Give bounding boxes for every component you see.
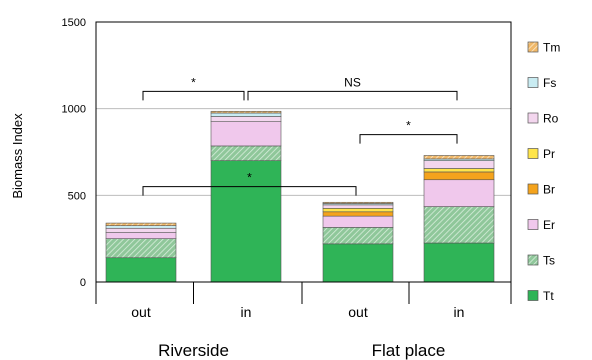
bar-segment-ro — [105, 227, 177, 233]
group-label: Riverside — [158, 341, 229, 360]
bar-segment-br — [322, 211, 394, 217]
legend-label: Tm — [543, 41, 560, 55]
bar-segment-br — [423, 171, 495, 181]
bar-segment-ro — [423, 160, 495, 169]
bar-segment-tt — [105, 257, 177, 283]
legend-label: Ts — [543, 254, 555, 268]
legend-swatch — [527, 148, 539, 159]
bar-segment-er — [423, 179, 495, 207]
legend-label: Pr — [543, 147, 555, 161]
bar-segment-ts — [105, 238, 177, 259]
bar-segment-er — [105, 232, 177, 239]
y-tick-label: 1000 — [62, 104, 86, 116]
legend: Tm Fs Ro Pr Br Er Ts Tt — [527, 41, 560, 303]
x-category-labels: out in out in — [95, 282, 512, 320]
x-tick-label: out — [348, 304, 368, 320]
significance-brackets: * NS * * — [142, 75, 458, 196]
legend-swatch — [527, 41, 539, 53]
bar-segment-er — [322, 215, 394, 228]
legend-label: Br — [543, 183, 555, 197]
y-tick-labels: 0 500 1000 1500 — [62, 17, 86, 289]
bar-segment-tm — [210, 110, 282, 114]
bar-segment-ro — [210, 116, 282, 122]
bar-segment-fs — [105, 225, 177, 229]
legend-swatch — [527, 77, 539, 88]
y-tick-label: 1500 — [62, 17, 86, 29]
significance-label: * — [406, 119, 411, 133]
bar-segment-pr — [322, 208, 394, 213]
bar-segment-fs — [210, 112, 282, 117]
bar-segment-tm — [322, 201, 394, 204]
legend-label: Ro — [543, 112, 559, 126]
y-tick-label: 0 — [80, 277, 86, 289]
x-tick-label: in — [241, 304, 252, 320]
legend-swatch — [527, 183, 539, 195]
legend-swatch — [527, 112, 539, 124]
legend-swatch — [527, 290, 539, 301]
legend-label: Er — [543, 218, 555, 232]
bar-segment-tt — [322, 243, 394, 283]
legend-label: Tt — [543, 289, 554, 303]
bar-segment-ts — [423, 206, 495, 244]
plot-frame — [95, 21, 512, 283]
significance-label: NS — [344, 75, 361, 89]
significance-bracket — [142, 186, 357, 196]
bar-segment-tm — [423, 155, 495, 160]
legend-swatch — [527, 219, 539, 230]
significance-bracket — [247, 90, 458, 101]
bar-segment-ts — [322, 227, 394, 245]
significance-label: * — [191, 75, 196, 89]
x-tick-label: in — [454, 304, 465, 320]
y-tick-label: 500 — [68, 190, 86, 202]
significance-bracket — [142, 90, 245, 101]
bars — [105, 110, 495, 283]
bar-segment-pr — [423, 168, 495, 173]
y-axis-label: Biomass Index — [10, 113, 25, 199]
legend-swatch — [527, 254, 539, 266]
bar-segment-tt — [423, 242, 495, 283]
legend-label: Fs — [543, 76, 556, 90]
bar-segment-tm — [105, 222, 177, 226]
bar-segment-tt — [210, 160, 282, 283]
bar-segment-er — [210, 121, 282, 147]
significance-label: * — [247, 171, 252, 185]
group-labels: Riverside Flat place — [158, 341, 445, 360]
group-label: Flat place — [372, 341, 446, 360]
bar-segment-ts — [210, 145, 282, 161]
significance-bracket — [359, 134, 458, 144]
x-tick-label: out — [131, 304, 151, 320]
bar-segment-ro — [322, 204, 394, 209]
